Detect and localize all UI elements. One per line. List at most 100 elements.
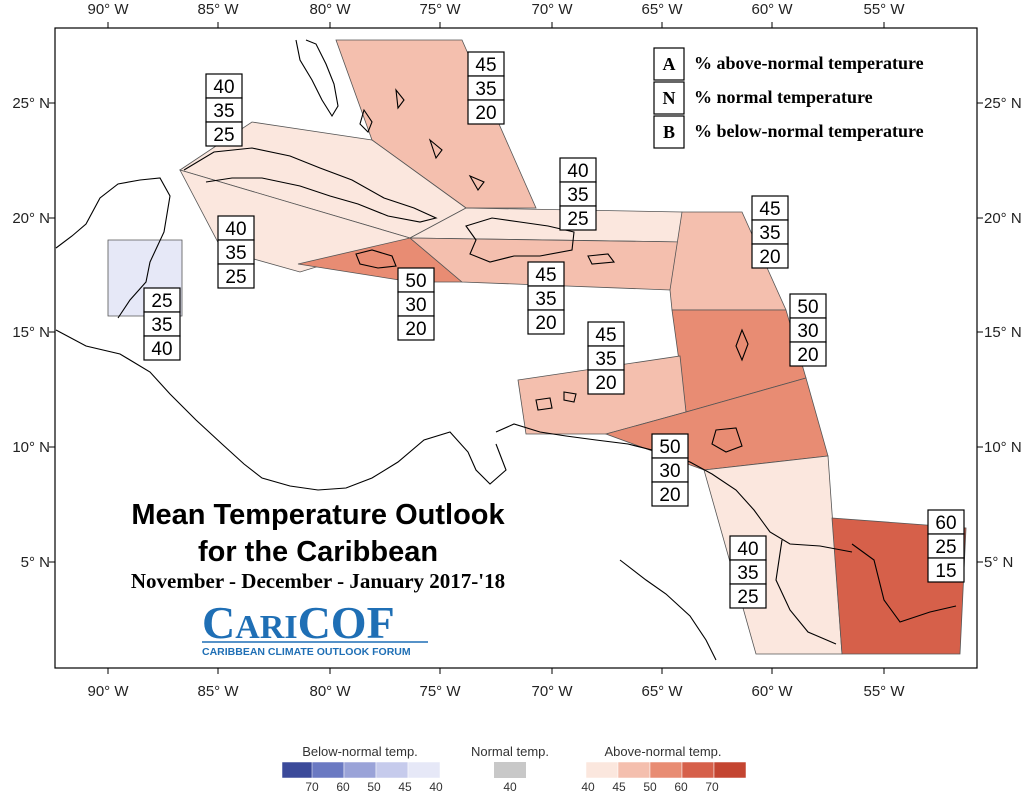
prob-cell: [217, 239, 255, 265]
legend-above-swatch: [617, 761, 651, 779]
prob-box: 50 30 20: [651, 433, 689, 507]
prob-box: 40 35 25: [217, 215, 255, 289]
bottom-lon-tick: 60° W: [751, 683, 793, 700]
right-lat-tick: 20° N: [984, 210, 1022, 227]
legend-normal-swatch: [494, 762, 526, 778]
prob-cell: [751, 243, 789, 269]
prob-cell: [789, 317, 827, 343]
legend-below-title: Below-normal temp.: [302, 744, 418, 759]
prob-below-value: 20: [475, 103, 496, 124]
prob-cell: [651, 433, 689, 459]
prob-box: 25 35 40: [143, 287, 181, 361]
prob-box: 40 35 25: [729, 535, 767, 609]
left-lat-tick: 25° N: [12, 95, 50, 112]
prob-cell: [205, 97, 243, 123]
legend-normal-title: Normal temp.: [471, 744, 549, 759]
prob-normal-value: 25: [935, 537, 956, 558]
prob-normal-value: 30: [659, 461, 680, 482]
prob-cell: [143, 335, 181, 361]
prob-above-value: 45: [475, 55, 496, 76]
prob-box: 45 35 20: [587, 321, 625, 395]
prob-normal-value: 35: [535, 289, 556, 310]
prob-below-value: 25: [225, 267, 246, 288]
prob-normal-value: 30: [405, 295, 426, 316]
top-lon-tick: 75° W: [419, 1, 461, 18]
legend-above-swatch: [713, 761, 747, 779]
colour-legend: Below-normal temp. Normal temp. Above-no…: [281, 744, 747, 791]
probability-boxes: 45 35 20 40 35 25 40 35 25 50 30 20 40 35 25 45 35 20 45 35…: [143, 51, 965, 609]
key-letter: A: [663, 54, 676, 74]
key-text: % normal temperature: [694, 87, 873, 107]
axis-ticks: 90° W 90° W 85° W 85° W 80° W 80° W 75° W 75° W…: [12, 1, 1021, 700]
prob-normal-value: 35: [225, 243, 246, 264]
prob-cell: [143, 287, 181, 313]
prob-cell: [527, 261, 565, 287]
prob-box: 50 30 20: [789, 293, 827, 367]
prob-cell: [527, 285, 565, 311]
left-lat-tick: 10° N: [12, 439, 50, 456]
prob-cell: [397, 315, 435, 341]
prob-normal-value: 35: [567, 185, 588, 206]
legend-above-tick: 70: [705, 780, 719, 791]
prob-box: 40 35 25: [559, 157, 597, 231]
prob-cell: [927, 557, 965, 583]
prob-cell: [729, 559, 767, 585]
prob-cell: [927, 509, 965, 535]
prob-normal-value: 30: [797, 321, 818, 342]
prob-below-value: 20: [759, 247, 780, 268]
legend-above-title: Above-normal temp.: [604, 744, 721, 759]
prob-normal-value: 35: [475, 79, 496, 100]
prob-box: 45 35 20: [467, 51, 505, 125]
key-letter: B: [663, 122, 675, 142]
bottom-lon-tick: 65° W: [641, 683, 683, 700]
legend-below-swatch: [311, 761, 345, 779]
bottom-lon-tick: 75° W: [419, 683, 461, 700]
top-lon-tick: 60° W: [751, 1, 793, 18]
legend-below-swatch: [281, 761, 315, 779]
legend-below-tick: 60: [336, 780, 350, 791]
prob-above-value: 45: [535, 265, 556, 286]
legend-above-tick: 40: [581, 780, 595, 791]
logo-wordmark: CARICOF: [202, 597, 395, 648]
prob-below-value: 40: [151, 339, 172, 360]
prob-cell: [559, 205, 597, 231]
prob-above-value: 60: [935, 513, 956, 534]
legend-below-tick: 45: [398, 780, 412, 791]
prob-box: 40 35 25: [205, 73, 243, 147]
prob-below-value: 20: [405, 319, 426, 340]
key-text: % above-normal temperature: [694, 53, 924, 73]
logo-tagline: CARIBBEAN CLIMATE OUTLOOK FORUM: [202, 646, 411, 658]
prob-below-value: 15: [935, 561, 956, 582]
key-text: % below-normal temperature: [694, 121, 924, 141]
legend-above-tick: 60: [674, 780, 688, 791]
top-lon-tick: 65° W: [641, 1, 683, 18]
prob-cell: [651, 481, 689, 507]
right-lat-tick: 5° N: [984, 554, 1013, 571]
legend-below-swatch: [343, 761, 377, 779]
prob-below-value: 25: [737, 587, 758, 608]
prob-box: 50 30 20: [397, 267, 435, 341]
prob-above-value: 40: [213, 77, 234, 98]
bottom-lon-tick: 85° W: [197, 683, 239, 700]
right-lat-tick: 25° N: [984, 95, 1022, 112]
legend-above-swatch: [585, 761, 619, 779]
prob-below-value: 25: [567, 209, 588, 230]
prob-cell: [789, 341, 827, 367]
left-lat-tick: 5° N: [21, 554, 50, 571]
prob-normal-value: 35: [737, 563, 758, 584]
legend-above-tick: 50: [643, 780, 657, 791]
prob-above-value: 50: [405, 271, 426, 292]
legend-below-tick: 70: [305, 780, 319, 791]
right-lat-tick: 15° N: [984, 324, 1022, 341]
legend-below-tick: 40: [429, 780, 443, 791]
top-lon-tick: 90° W: [87, 1, 129, 18]
top-lon-tick: 70° W: [531, 1, 573, 18]
prob-cell: [587, 345, 625, 371]
prob-cell: [789, 293, 827, 319]
prob-cell: [527, 309, 565, 335]
prob-cell: [559, 181, 597, 207]
prob-cell: [729, 583, 767, 609]
prob-above-value: 40: [737, 539, 758, 560]
prob-box: 45 35 20: [527, 261, 565, 335]
